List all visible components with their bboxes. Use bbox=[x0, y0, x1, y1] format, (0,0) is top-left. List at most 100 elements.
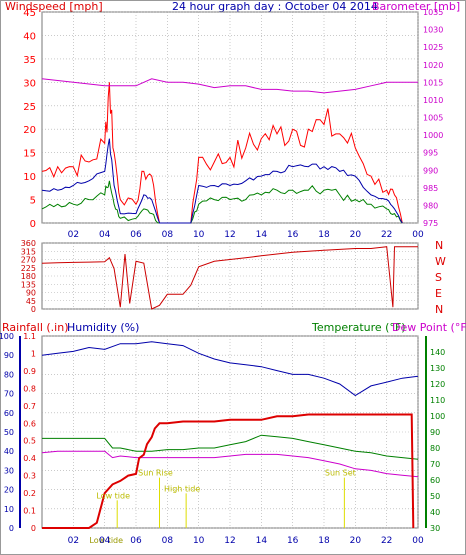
rain-tick-label: 0.1 bbox=[23, 507, 36, 516]
wind-x-tick-label: 10 bbox=[193, 230, 205, 240]
graph-title: 24 hour graph day : October 04 2014 bbox=[172, 0, 378, 13]
rain-tick-label: 0.3 bbox=[23, 472, 36, 481]
barometer-line bbox=[41, 78, 418, 94]
temperature-tick-label: 30 bbox=[430, 524, 440, 533]
wind-average-line bbox=[41, 138, 403, 224]
barometer-tick-label: 985 bbox=[423, 184, 438, 193]
barometer-tick-label: 990 bbox=[423, 166, 438, 175]
direction-tick-label: 45 bbox=[26, 297, 36, 306]
compass-n-bottom: N bbox=[435, 303, 443, 316]
rain-tick-label: 0.6 bbox=[23, 419, 36, 428]
temperature-axis-title: Temperature (°F) bbox=[311, 321, 406, 334]
dewpoint-line bbox=[41, 450, 419, 478]
humidity-tick-label: 70 bbox=[4, 390, 14, 399]
barometer-tick-label: 1010 bbox=[423, 96, 443, 105]
direction-tick-label: 270 bbox=[21, 256, 36, 265]
wind-x-tick-label: 08 bbox=[162, 230, 174, 240]
wind-x-tick-label: 18 bbox=[318, 230, 330, 240]
wind-x-tick-label: 20 bbox=[350, 230, 362, 240]
wind-tick-label: 0 bbox=[30, 219, 36, 230]
rain-tick-label: 0.5 bbox=[23, 437, 36, 446]
temperature-tick-label: 100 bbox=[430, 412, 445, 421]
humidity-tick-label: 40 bbox=[4, 447, 14, 456]
temperature-tick-label: 70 bbox=[430, 460, 440, 469]
wind-tick-label: 45 bbox=[23, 8, 36, 19]
rain-tick-label: 0.4 bbox=[23, 454, 36, 463]
wind-tick-label: 20 bbox=[23, 125, 36, 136]
annotation-label: Low tide bbox=[89, 536, 123, 545]
wind-direction-line bbox=[41, 246, 418, 310]
direction-tick-label: 90 bbox=[26, 289, 36, 298]
temperature-tick-label: 40 bbox=[430, 508, 440, 517]
direction-tick-label: 315 bbox=[21, 247, 36, 256]
barometer-tick-label: 1005 bbox=[423, 114, 443, 123]
compass-s: S bbox=[435, 271, 442, 284]
wind-x-tick-label: 14 bbox=[256, 230, 268, 240]
humidity-tick-label: 30 bbox=[4, 466, 14, 475]
barometer-tick-label: 1035 bbox=[423, 8, 443, 17]
wind-x-tick-label: 00 bbox=[412, 230, 424, 240]
temp-x-tick-label: 04 bbox=[99, 536, 111, 546]
annotation-label: High tide bbox=[164, 484, 200, 493]
temp-x-tick-label: 14 bbox=[256, 536, 268, 546]
wind-low-line bbox=[41, 180, 403, 224]
rain-tick-label: 0.2 bbox=[23, 489, 36, 498]
humidity-tick-label: 60 bbox=[4, 409, 14, 418]
wind-tick-label: 35 bbox=[23, 55, 36, 66]
temperature-tick-label: 130 bbox=[430, 364, 445, 373]
rain-tick-label: 0.8 bbox=[23, 384, 36, 393]
rain-tick-label: 0 bbox=[31, 524, 36, 533]
temperature-tick-label: 110 bbox=[430, 396, 445, 405]
humidity-tick-label: 10 bbox=[4, 505, 14, 514]
direction-tick-label: 0 bbox=[31, 305, 36, 314]
rain-tick-label: 0.9 bbox=[23, 367, 36, 376]
direction-tick-label: 180 bbox=[21, 272, 36, 281]
direction-tick-label: 360 bbox=[21, 239, 36, 248]
rain-tick-label: 1.1 bbox=[23, 332, 36, 341]
barometer-tick-label: 1030 bbox=[423, 26, 443, 35]
annotation-label: Sun Set bbox=[325, 469, 356, 478]
temperature-tick-label: 60 bbox=[430, 476, 440, 485]
temp-x-tick-label: 10 bbox=[193, 536, 205, 546]
barometer-tick-label: 1000 bbox=[423, 131, 443, 140]
annotation-label: Low tide bbox=[96, 491, 130, 500]
rain-tick-label: 1 bbox=[31, 349, 36, 358]
wind-tick-label: 10 bbox=[23, 172, 36, 183]
barometer-tick-label: 1015 bbox=[423, 78, 443, 87]
temp-x-tick-label: 18 bbox=[318, 536, 330, 546]
annotation-label: Sun Rise bbox=[138, 469, 173, 478]
humidity-tick-label: 100 bbox=[0, 332, 14, 341]
humidity-axis-title: Humidity (%) bbox=[67, 321, 139, 334]
wind-x-tick-label: 06 bbox=[130, 230, 142, 240]
humidity-tick-label: 20 bbox=[4, 486, 14, 495]
temp-x-tick-label: 20 bbox=[350, 536, 362, 546]
rain-tick-label: 0.7 bbox=[23, 402, 36, 411]
temperature-line bbox=[42, 434, 419, 460]
wind-x-tick-label: 12 bbox=[224, 230, 235, 240]
temperature-tick-label: 50 bbox=[430, 492, 440, 501]
rain-axis-title: Rainfall (.in) bbox=[2, 321, 69, 334]
compass-n-top: N bbox=[435, 239, 443, 252]
temp-x-tick-label: 06 bbox=[130, 536, 142, 546]
barometer-tick-label: 1020 bbox=[423, 61, 443, 70]
temperature-tick-label: 80 bbox=[430, 444, 440, 453]
barometer-tick-label: 995 bbox=[423, 149, 438, 158]
barometer-tick-label: 980 bbox=[423, 201, 438, 210]
temperature-tick-label: 120 bbox=[430, 380, 445, 389]
barometer-axis-title: Barometer [mb] bbox=[372, 0, 460, 13]
temperature-tick-label: 90 bbox=[430, 428, 440, 437]
compass-w: W bbox=[435, 255, 446, 268]
temp-x-tick-label: 16 bbox=[287, 536, 299, 546]
temp-x-tick-label: 02 bbox=[68, 536, 79, 546]
wind-x-tick-label: 04 bbox=[99, 230, 111, 240]
compass-e: E bbox=[435, 287, 442, 300]
wind-tick-label: 15 bbox=[23, 149, 36, 160]
direction-tick-label: 135 bbox=[21, 280, 36, 289]
rainfall-line bbox=[42, 413, 415, 529]
direction-tick-label: 225 bbox=[21, 264, 36, 273]
humidity-tick-label: 80 bbox=[4, 370, 14, 379]
wind-tick-label: 30 bbox=[23, 78, 36, 89]
temperature-tick-label: 140 bbox=[430, 348, 445, 357]
temp-x-tick-label: 08 bbox=[162, 536, 174, 546]
